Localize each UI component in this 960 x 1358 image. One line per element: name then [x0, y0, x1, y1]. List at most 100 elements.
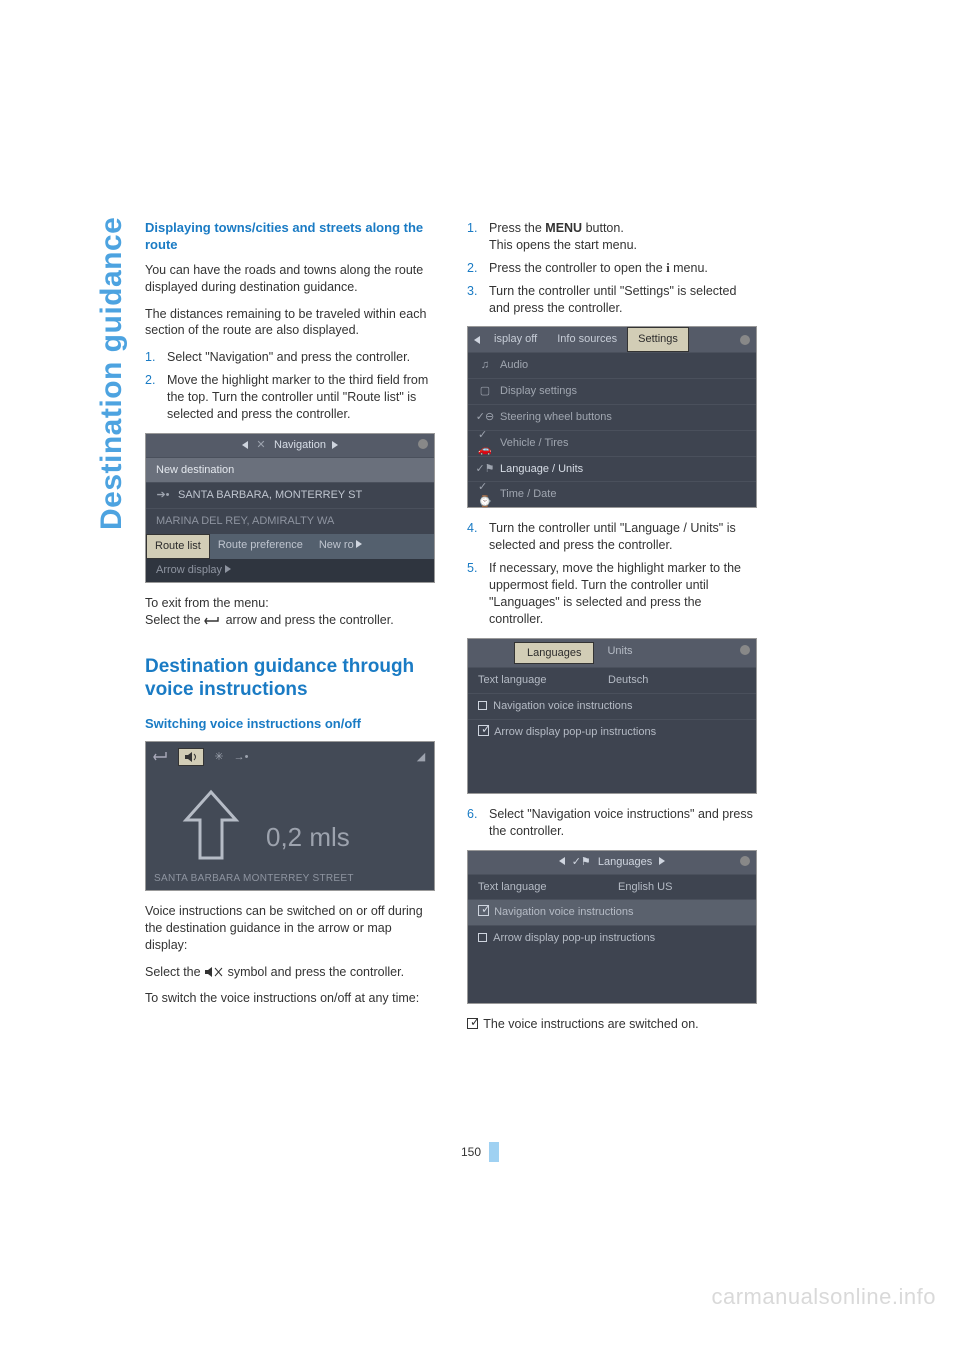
route-icon: →• — [234, 751, 248, 763]
ordered-list: 6.Select "Navigation voice instructions"… — [467, 806, 757, 840]
street-name: SANTA BARBARA MONTERREY STREET — [154, 872, 354, 886]
list-item: 1. Press the MENU button. This opens the… — [467, 220, 757, 254]
paragraph: Voice instructions can be switched on or… — [145, 903, 435, 954]
shot-toolbar: ✳ →• ◢ — [152, 748, 428, 766]
shot-row: Arrow display pop-up instructions — [468, 925, 756, 951]
shot-row: Text languageEnglish US — [468, 874, 756, 900]
speaker-mute-icon — [204, 966, 224, 978]
text: symbol and press the controller. — [228, 965, 404, 979]
dest-icon: ➔• — [156, 490, 170, 502]
screenshot-arrow-display: ✳ →• ◢ 0,2 mls SANTA BARBARA MONTERREY S… — [145, 741, 435, 891]
step-number: 2. — [145, 372, 167, 423]
shot-row: ➔• SANTA BARBARA, MONTERREY ST — [146, 482, 434, 508]
shot-row: Text languageDeutsch — [468, 667, 756, 693]
shot-row: ♫Audio — [468, 352, 756, 378]
checkbox-empty-icon — [478, 933, 487, 942]
tab-languages: Languages — [514, 642, 594, 665]
step-text: Select "Navigation voice instructions" a… — [489, 806, 757, 840]
watermark: carmanualsonline.info — [711, 1284, 936, 1310]
step-text: Press the MENU button. This opens the st… — [489, 220, 757, 254]
knob-icon — [740, 645, 750, 655]
shot-row: Navigation voice instructions — [468, 693, 756, 719]
knob-icon — [418, 439, 428, 449]
chevron-left-icon — [559, 857, 565, 865]
shot-row: ✓⚑Language / Units — [468, 456, 756, 482]
audio-icon: ♫ — [478, 360, 492, 372]
screenshot-languages-units: Languages Units Text languageDeutsch Nav… — [467, 638, 757, 794]
vehicle-icon: ✓🚗 — [478, 437, 492, 449]
checkbox-checked-icon — [467, 1018, 480, 1029]
page-number-value: 150 — [461, 1145, 481, 1159]
list-item: 3. Turn the controller until "Settings" … — [467, 283, 757, 317]
tab-route-list: Route list — [146, 534, 210, 559]
signal-icon: ◢ — [414, 751, 428, 763]
tab-new-route: New ro — [311, 534, 370, 559]
page: Destination guidance Displaying towns/ci… — [0, 0, 960, 1358]
back-arrow-icon — [204, 616, 222, 626]
chevron-right-icon — [659, 857, 665, 865]
heading-voice-instructions: Destination guidance through voice instr… — [145, 655, 435, 703]
screenshot-languages: ✓⚑ Languages Text languageEnglish US Nav… — [467, 850, 757, 1004]
list-item: 5.If necessary, move the highlight marke… — [467, 560, 757, 628]
clock-icon: ✓⌚ — [478, 489, 492, 501]
paragraph: To switch the voice instructions on/off … — [145, 990, 435, 1007]
shot-text: SANTA BARBARA, MONTERREY ST — [178, 488, 362, 503]
paragraph: You can have the roads and towns along t… — [145, 262, 435, 296]
text: arrow and press the controller. — [226, 613, 394, 627]
chevron-left-icon — [242, 441, 248, 449]
steering-icon: ✓⊖ — [478, 411, 492, 423]
page-marker-icon — [489, 1142, 499, 1162]
tab-settings: Settings — [627, 327, 689, 352]
flag-icon: ✓⚑ — [478, 463, 492, 475]
shot-tabs: Languages Units — [468, 639, 756, 668]
chevron-right-icon — [356, 540, 362, 548]
list-item: 4.Turn the controller until "Language / … — [467, 520, 757, 554]
chevron-right-icon — [225, 565, 231, 573]
step-text: Select "Navigation" and press the contro… — [167, 349, 435, 366]
subheading-switching: Switching voice instructions on/off — [145, 716, 435, 733]
knob-icon — [740, 335, 750, 345]
step-text: Press the controller to open the i menu. — [489, 260, 757, 277]
step-number: 4. — [467, 520, 489, 554]
list-item: 1.Select "Navigation" and press the cont… — [145, 349, 435, 366]
shot-header: ✓⚑ Languages — [468, 851, 756, 874]
distance-value: 0,2 mls — [266, 820, 350, 855]
text: The voice instructions are switched on. — [483, 1017, 698, 1031]
shot-row: Arrow display pop-up instructions — [468, 719, 756, 745]
step-text: Move the highlight marker to the third f… — [167, 372, 435, 423]
tab-route-preference: Route preference — [210, 534, 311, 559]
shot-row: Navigation voice instructions — [468, 899, 756, 925]
shot-footer: Arrow display — [146, 559, 434, 582]
ordered-list: 4.Turn the controller until "Language / … — [467, 520, 757, 627]
step-number: 3. — [467, 283, 489, 317]
step-text: Turn the controller until "Settings" is … — [489, 283, 757, 317]
shot-tabrow: Route list Route preference New ro — [146, 534, 434, 559]
ordered-list: 1. Press the MENU button. This opens the… — [467, 220, 757, 316]
text: Select the — [145, 965, 204, 979]
checkbox-checked-icon — [478, 725, 491, 736]
list-item: 6.Select "Navigation voice instructions"… — [467, 806, 757, 840]
chevron-right-icon — [332, 441, 338, 449]
display-icon: ▢ — [478, 385, 492, 397]
side-title: Destination guidance — [95, 217, 129, 530]
shot-row: New destination — [146, 457, 434, 483]
step-number: 1. — [467, 220, 489, 254]
tab-units: Units — [597, 639, 642, 668]
page-number: 150 — [461, 1142, 499, 1162]
shot-header: ✕ Navigation — [146, 434, 434, 457]
screenshot-navigation: ✕ Navigation New destination ➔• SANTA BAR… — [145, 433, 435, 583]
right-column: 1. Press the MENU button. This opens the… — [467, 220, 757, 1043]
shot-row: ▢Display settings — [468, 378, 756, 404]
sat-icon: ✳ — [212, 751, 226, 763]
step-number: 6. — [467, 806, 489, 840]
paragraph: The voice instructions are switched on. — [467, 1016, 757, 1033]
step-text: Turn the controller until "Language / Un… — [489, 520, 757, 554]
checkbox-checked-icon — [478, 905, 491, 916]
chevron-left-icon — [474, 336, 480, 344]
screenshot-settings: isplay off Info sources Settings ♫Audio … — [467, 326, 757, 508]
ordered-list: 1.Select "Navigation" and press the cont… — [145, 349, 435, 423]
shot-row: ✓⊖Steering wheel buttons — [468, 404, 756, 430]
list-item: 2. Press the controller to open the i me… — [467, 260, 757, 277]
step-number: 5. — [467, 560, 489, 628]
step-number: 2. — [467, 260, 489, 277]
